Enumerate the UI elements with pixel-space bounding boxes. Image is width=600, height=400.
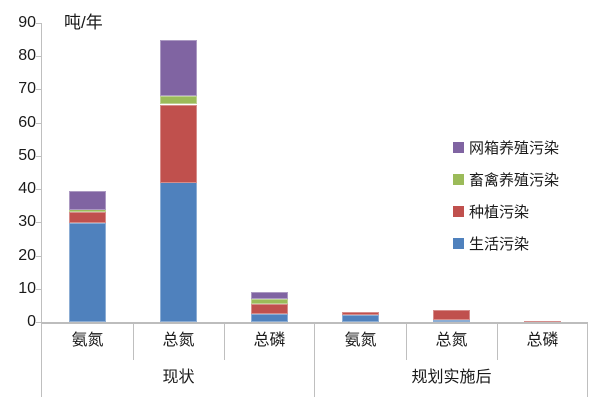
y-tick-mark (36, 222, 41, 224)
y-tick-label: 0 (27, 313, 36, 330)
bar-segment (251, 304, 288, 314)
group-label: 规划实施后 (411, 369, 492, 386)
bar-segment (524, 321, 561, 322)
legend-swatch-icon (453, 141, 464, 153)
bar-segment (433, 320, 470, 322)
y-tick-label: 10 (18, 279, 36, 297)
bar-segment (69, 223, 106, 322)
legend-item: 种植污染 (453, 195, 559, 227)
bar-segment (342, 315, 379, 322)
y-tick-mark (36, 255, 41, 257)
bar-segment (251, 314, 288, 322)
legend-swatch-icon (453, 237, 464, 249)
legend-label: 网箱养殖污染 (469, 139, 560, 157)
legend-item: 畜禽养殖污染 (453, 163, 559, 195)
category-label: 总磷 (526, 332, 559, 349)
category-label: 总氮 (162, 332, 195, 349)
legend-label: 种植污染 (469, 203, 530, 221)
bar-segment (160, 40, 197, 96)
y-tick-label: 20 (18, 246, 36, 264)
y-axis-title: 吨/年 (64, 13, 103, 32)
y-tick-mark (36, 89, 41, 91)
y-tick-mark (36, 56, 41, 58)
legend: 网箱养殖污染 畜禽养殖污染 种植污染生活污染 (453, 131, 559, 259)
legend-label: 生活污染 (469, 235, 530, 253)
legend-item: 网箱养殖污染 (453, 131, 559, 163)
y-tick-label: 60 (18, 113, 36, 131)
category-label: 氨氮 (344, 332, 377, 349)
bar-segment (160, 96, 197, 104)
bar-segment (160, 105, 197, 183)
category-divider (224, 324, 225, 360)
y-tick-mark (36, 155, 41, 157)
y-axis-line (41, 23, 42, 397)
category-divider (406, 324, 407, 360)
y-tick-label: 80 (18, 47, 36, 65)
group-label: 现状 (162, 369, 195, 386)
y-tick-label: 90 (18, 14, 36, 31)
bar-segment (342, 312, 379, 315)
y-tick-mark (36, 189, 41, 191)
y-tick-mark (36, 288, 41, 290)
bar-segment (69, 212, 106, 223)
x-axis-line (41, 322, 588, 324)
category-label: 氨氮 (71, 332, 104, 349)
bar-segment (251, 292, 288, 299)
legend-label: 畜禽养殖污染 (469, 171, 560, 189)
bar-segment (160, 182, 197, 322)
bar-segment (69, 209, 106, 212)
bar-segment (251, 299, 288, 304)
y-tick-mark (36, 23, 41, 24)
category-label: 总磷 (253, 332, 286, 349)
group-divider (314, 324, 315, 397)
group-divider (587, 324, 588, 397)
y-tick-label: 40 (18, 180, 36, 198)
category-divider (133, 324, 134, 360)
y-tick-label: 30 (18, 213, 36, 231)
legend-swatch-icon (453, 205, 464, 217)
category-divider (497, 324, 498, 360)
legend-swatch-icon (453, 173, 464, 185)
bar-segment (433, 310, 470, 320)
bar-segment (69, 191, 106, 210)
y-tick-mark (36, 122, 41, 124)
y-tick-mark (36, 322, 41, 323)
category-label: 总氮 (435, 332, 468, 349)
legend-item: 生活污染 (453, 227, 559, 259)
y-tick-label: 50 (18, 146, 36, 164)
y-tick-label: 70 (18, 80, 36, 98)
